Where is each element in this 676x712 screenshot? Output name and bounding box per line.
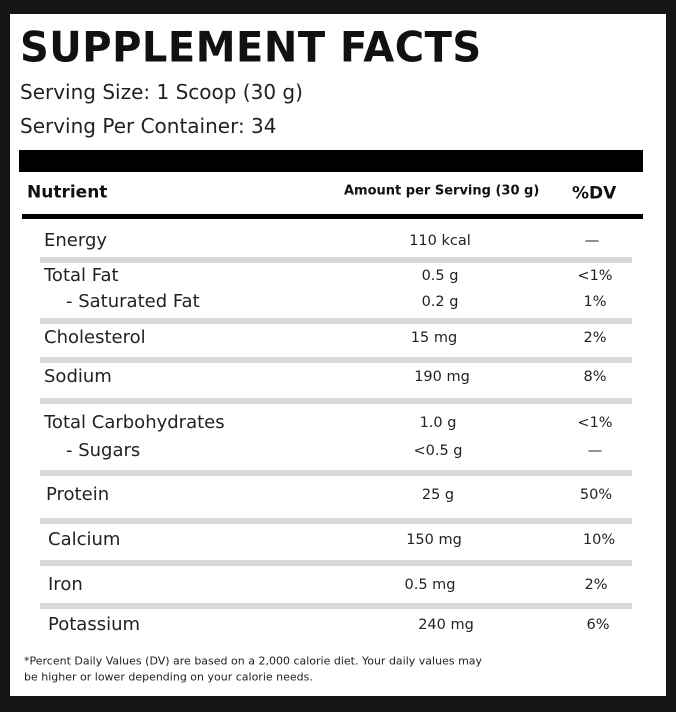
amount: 190 mg: [414, 368, 470, 385]
nutrient-name: Cholesterol: [44, 327, 146, 348]
nutrient-name: Potassium: [48, 614, 141, 635]
nutrient-name: Total Carbohydrates: [44, 412, 225, 433]
daily-value: 10%: [582, 531, 616, 548]
amount: 150 mg: [406, 531, 462, 548]
daily-value: 1%: [583, 293, 607, 310]
footnote: *Percent Daily Values (DV) are based on …: [24, 654, 483, 668]
row-separator: [40, 257, 632, 263]
nutrient-name: Calcium: [48, 529, 121, 550]
amount: 1.0 g: [419, 414, 457, 431]
servings-per-container: Serving Per Container: 34: [20, 114, 277, 138]
header-rule: [22, 214, 643, 219]
daily-value: 8%: [583, 368, 607, 385]
row-separator: [40, 357, 632, 363]
daily-value: —: [584, 232, 600, 249]
daily-value: 2%: [583, 329, 607, 346]
amount: <0.5 g: [413, 442, 463, 459]
title: SUPPLEMENT FACTS: [20, 23, 482, 73]
black-bar: [19, 150, 643, 172]
amount: 0.2 g: [421, 293, 459, 310]
footnote: be higher or lower depending on your cal…: [24, 670, 313, 684]
amount: 15 mg: [410, 329, 458, 346]
nutrient-name: Sodium: [44, 366, 112, 387]
row-separator: [40, 518, 632, 524]
nutrient-name: - Saturated Fat: [66, 291, 200, 312]
amount: 240 mg: [418, 616, 474, 633]
daily-value: —: [587, 442, 603, 459]
row-separator: [40, 470, 632, 476]
nutrient-name: Protein: [46, 484, 110, 505]
column-header: Nutrient: [27, 182, 108, 203]
daily-value: <1%: [577, 414, 613, 431]
facts-panel: SUPPLEMENT FACTS Serving Size: 1 Scoop (…: [10, 14, 666, 696]
row-separator: [40, 560, 632, 566]
daily-value: 50%: [579, 486, 613, 503]
nutrient-name: Total Fat: [44, 265, 119, 286]
daily-value: 2%: [584, 576, 608, 593]
row-separator: [40, 603, 632, 609]
amount: 0.5 g: [421, 267, 459, 284]
column-header: %DV: [572, 183, 617, 204]
nutrient-name: Energy: [44, 230, 108, 251]
column-header: Amount per Serving (30 g): [344, 183, 540, 199]
row-separator: [40, 318, 632, 324]
nutrient-name: - Sugars: [66, 440, 141, 461]
row-separator: [40, 398, 632, 404]
daily-value: 6%: [586, 616, 610, 633]
daily-value: <1%: [577, 267, 613, 284]
amount: 25 g: [421, 486, 455, 503]
amount: 110 kcal: [409, 232, 471, 249]
serving-size: Serving Size: 1 Scoop (30 g): [20, 80, 303, 104]
nutrient-name: Iron: [48, 574, 83, 595]
amount: 0.5 mg: [404, 576, 456, 593]
